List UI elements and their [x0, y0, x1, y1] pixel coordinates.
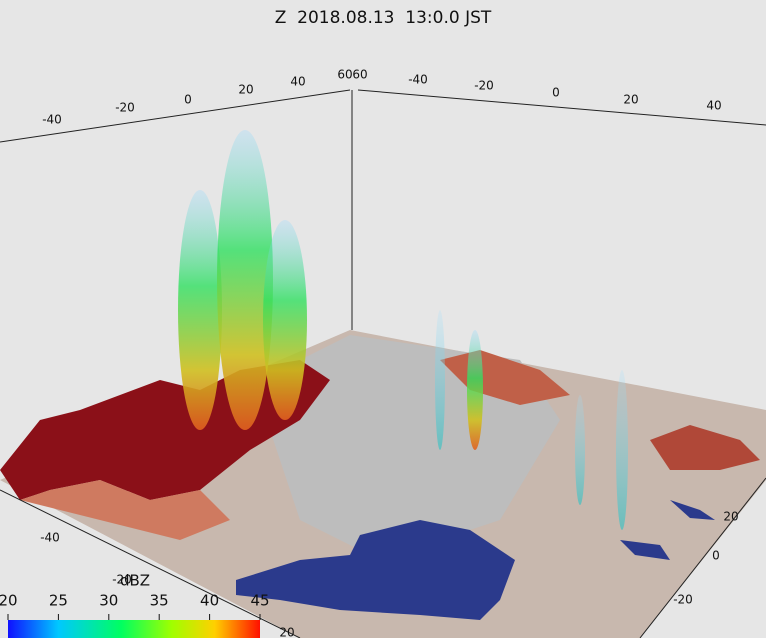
- axis-tick-label: -40: [40, 531, 60, 545]
- water: [620, 540, 670, 560]
- axis-tick-label: -40: [408, 73, 428, 87]
- colorbar-tick-label: 35: [150, 592, 169, 610]
- axis-tick-label: 20: [238, 83, 253, 97]
- axes: [0, 89, 766, 638]
- axis-tick-label: 20: [723, 510, 738, 524]
- slope: [20, 480, 230, 540]
- echo: [217, 130, 273, 430]
- axis-tick-label: 60: [352, 68, 367, 82]
- echo: [435, 310, 445, 450]
- axis-tick-label: 40: [706, 99, 721, 113]
- echo: [467, 330, 483, 450]
- axis-tick-label: 0: [712, 549, 720, 563]
- colorbar-tick-label: 40: [200, 592, 219, 610]
- colorbar-tick-label: 25: [49, 592, 68, 610]
- axis-tick-label: 0: [552, 86, 560, 100]
- scene: [0, 130, 766, 638]
- axis-tick-label: -20: [115, 101, 135, 115]
- axis-line: [0, 489, 301, 638]
- axis-tick-label: -20: [673, 593, 693, 607]
- axis-line: [0, 89, 351, 143]
- colorbar: [8, 620, 260, 638]
- echo: [178, 190, 222, 430]
- colorbar-tick-label: 20: [0, 592, 18, 610]
- bay: [236, 520, 515, 620]
- echo: [616, 370, 628, 530]
- colorbar-label: dBZ: [120, 572, 150, 590]
- axis-line: [357, 89, 766, 126]
- axis-tick-label: 0: [184, 93, 192, 107]
- echo: [575, 395, 585, 505]
- title: Z 2018.08.13 13:0.0 JST: [275, 8, 492, 28]
- axis-tick-label: -20: [112, 573, 132, 587]
- axis-tick-label: 40: [290, 75, 305, 89]
- axis-line: [639, 477, 766, 638]
- colorbar-tick-label: 30: [99, 592, 118, 610]
- axis-tick-label: -40: [42, 113, 62, 127]
- axis-tick-label: 20: [623, 93, 638, 107]
- axis-tick-label: 20: [279, 626, 294, 638]
- echo: [263, 220, 307, 420]
- axis-tick-label: -20: [474, 79, 494, 93]
- axis-tick-label: 60: [337, 68, 352, 82]
- colorbar-tick-label: 45: [250, 592, 269, 610]
- water: [670, 500, 715, 520]
- ridge: [650, 425, 760, 470]
